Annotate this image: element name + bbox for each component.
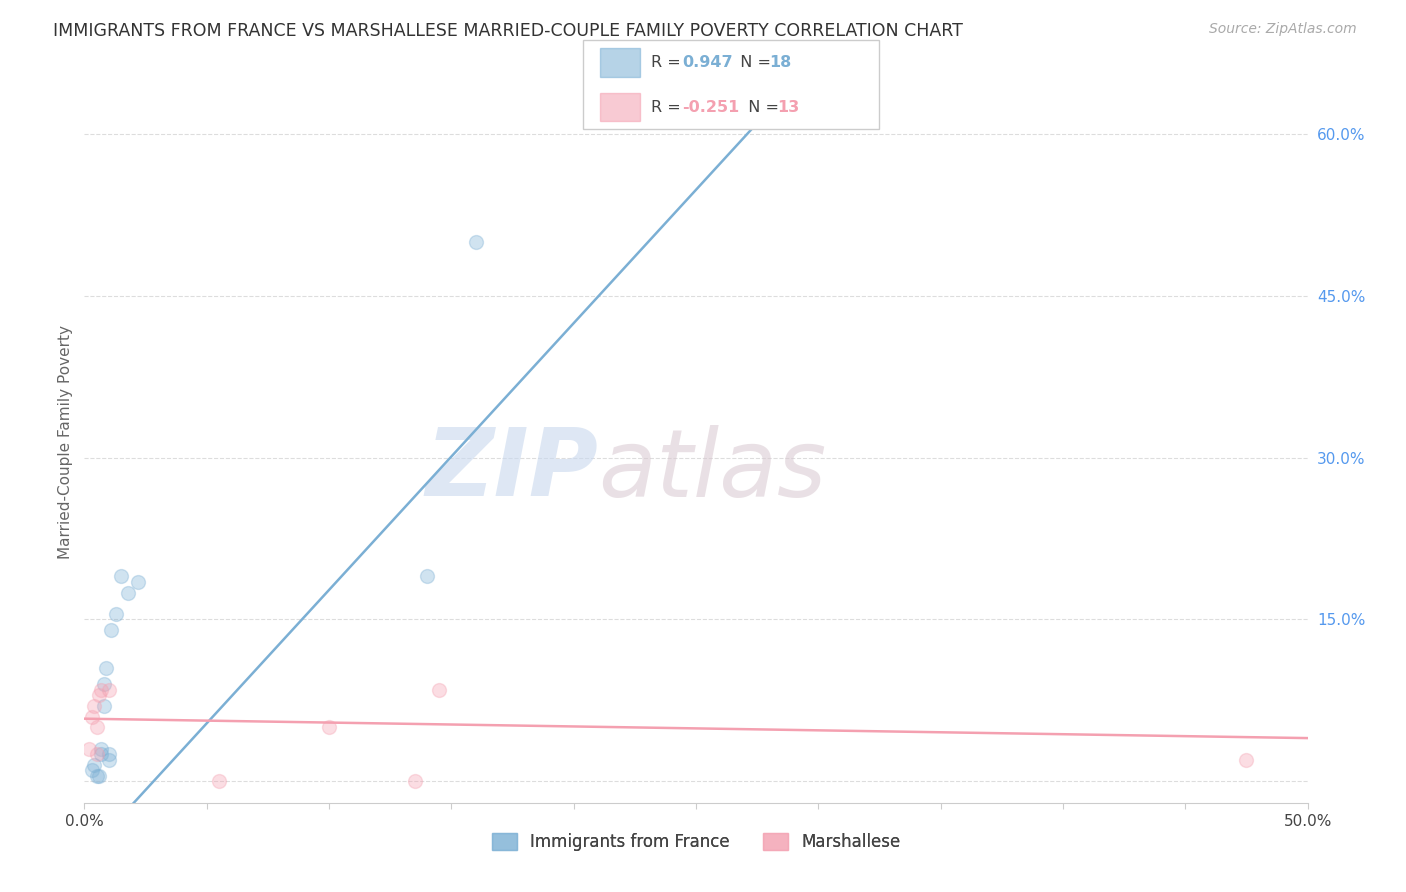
Point — [464, 235, 486, 249]
Point — [100, 624, 122, 638]
Point — [117, 585, 139, 599]
Point — [208, 774, 231, 789]
Point — [87, 769, 110, 783]
Text: -0.251: -0.251 — [682, 100, 740, 114]
Point — [96, 661, 118, 675]
Legend: Immigrants from France, Marshallese: Immigrants from France, Marshallese — [484, 825, 908, 860]
Point — [80, 709, 103, 723]
Point — [110, 569, 132, 583]
Point — [83, 698, 105, 713]
Y-axis label: Married-Couple Family Poverty: Married-Couple Family Poverty — [58, 325, 73, 558]
Text: Source: ZipAtlas.com: Source: ZipAtlas.com — [1209, 22, 1357, 37]
Point — [90, 747, 112, 762]
Point — [86, 769, 108, 783]
Point — [77, 742, 100, 756]
Point — [105, 607, 128, 621]
Point — [86, 720, 108, 734]
Point — [93, 677, 115, 691]
Point — [404, 774, 426, 789]
Point — [83, 758, 105, 772]
Text: N =: N = — [730, 55, 776, 70]
Text: ZIP: ZIP — [425, 425, 598, 516]
Point — [1236, 753, 1258, 767]
Point — [90, 682, 112, 697]
Point — [97, 753, 120, 767]
Point — [427, 682, 450, 697]
Text: N =: N = — [738, 100, 785, 114]
Text: atlas: atlas — [598, 425, 827, 516]
Text: R =: R = — [651, 100, 686, 114]
Point — [127, 574, 149, 589]
Point — [90, 742, 112, 756]
Point — [97, 682, 120, 697]
Point — [416, 569, 439, 583]
Text: 18: 18 — [769, 55, 792, 70]
Text: R =: R = — [651, 55, 686, 70]
Point — [87, 688, 110, 702]
Text: 13: 13 — [778, 100, 800, 114]
Point — [97, 747, 120, 762]
Point — [86, 747, 108, 762]
Point — [80, 764, 103, 778]
Text: IMMIGRANTS FROM FRANCE VS MARSHALLESE MARRIED-COUPLE FAMILY POVERTY CORRELATION : IMMIGRANTS FROM FRANCE VS MARSHALLESE MA… — [53, 22, 963, 40]
Point — [93, 698, 115, 713]
Text: 0.947: 0.947 — [682, 55, 733, 70]
Point — [318, 720, 340, 734]
